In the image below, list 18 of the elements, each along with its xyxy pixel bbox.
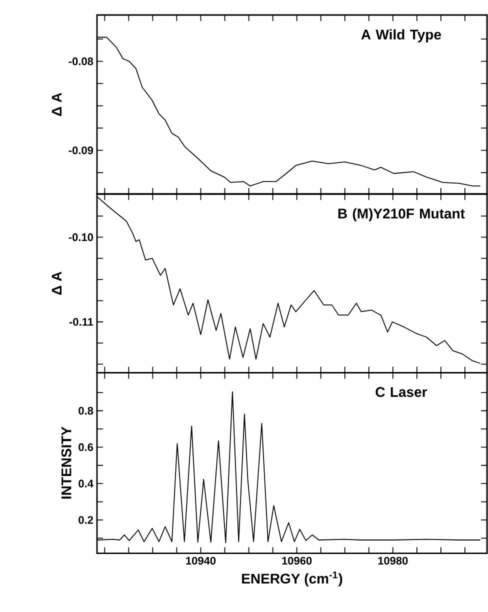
annotation: C Laser (376, 387, 428, 397)
y-tick-label: -0.11 (69, 318, 94, 326)
y-tick-label: 0.4 (78, 480, 94, 488)
y-axis-title: Δ A (52, 272, 62, 295)
x-axis-title: ENERGY (cm$^{-1}$) (242, 571, 342, 586)
x-tick-label: 10980 (378, 556, 408, 565)
y-tick-label: 0.8 (78, 406, 94, 415)
y-axis-title: Δ A (52, 92, 62, 116)
annotation: B (M)Y210F Mutant (338, 208, 465, 222)
y-axis-title: INTENSITY (61, 426, 72, 499)
y-tick-label: -0.10 (68, 233, 94, 242)
x-tick-label: 10940 (186, 556, 216, 565)
y-tick-label: -0.09 (68, 146, 94, 154)
annotation: A Wild Type (361, 29, 441, 42)
y-tick-label: -0.08 (68, 57, 94, 66)
y-tick-label: 0.2 (78, 516, 94, 524)
x-tick-label: 10960 (282, 556, 312, 565)
y-tick-label: 0.6 (78, 443, 94, 452)
